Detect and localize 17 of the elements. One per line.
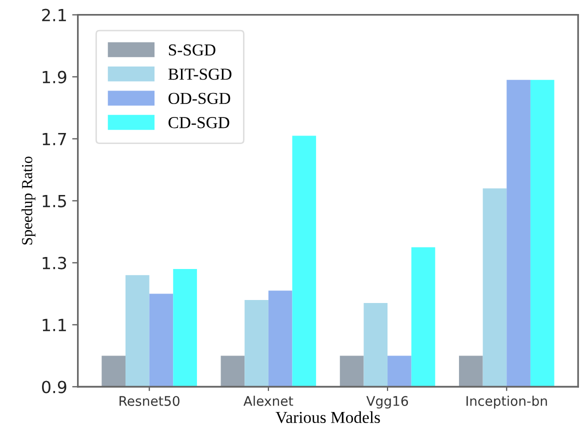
- legend-label: BIT-SGD: [168, 68, 232, 80]
- y-tick-label: 1.5: [42, 194, 66, 208]
- y-tick-label: 1.1: [42, 318, 66, 332]
- y-tick-label: 2.1: [42, 8, 66, 22]
- y-tick-label: 1.9: [42, 70, 66, 84]
- y-tick-label: 1.7: [42, 132, 66, 146]
- x-tick-label: Inception-bn: [466, 396, 547, 409]
- y-tick-label: 1.3: [42, 256, 66, 270]
- x-axis-title: Various Models: [276, 411, 380, 424]
- x-tick-label: Alexnet: [244, 396, 294, 406]
- legend-label: S-SGD: [168, 44, 216, 56]
- legend-label: OD-SGD: [168, 92, 230, 104]
- x-tick-label: Resnet50: [120, 396, 180, 406]
- y-axis-title: Speedup Ratio: [22, 156, 36, 245]
- y-tick-label: 0.9: [42, 380, 66, 394]
- x-tick-label: Vgg16: [366, 396, 408, 409]
- legend-label: CD-SGD: [168, 117, 230, 128]
